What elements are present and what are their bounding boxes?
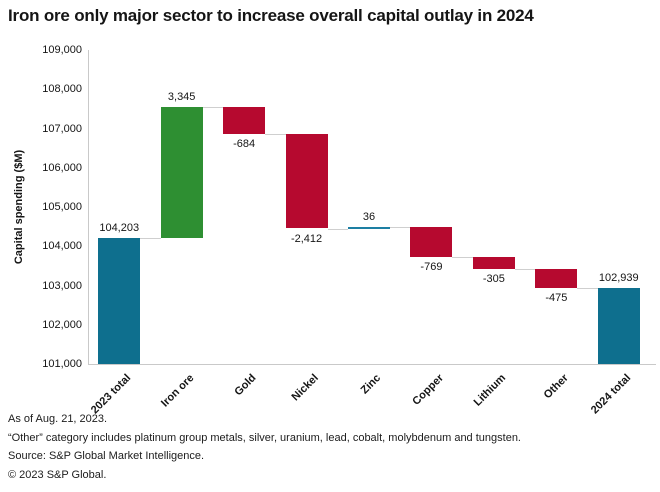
y-tick-label: 101,000 <box>42 358 82 370</box>
bar-value-label: -305 <box>482 273 505 286</box>
footnote-copyright: © 2023 S&P Global. <box>8 468 107 481</box>
waterfall-connector <box>514 269 536 271</box>
y-tick-label: 106,000 <box>42 161 82 174</box>
waterfall-connector <box>390 227 411 229</box>
y-tick-label: 108,000 <box>42 83 82 96</box>
x-tick-text: Copper <box>410 372 446 408</box>
footnotes: As of Aug. 21, 2023. “Other” category in… <box>8 410 656 484</box>
bar-value-label: -684 <box>233 137 256 150</box>
x-axis-line <box>88 364 656 365</box>
footnote-as-of: As of Aug. 21, 2023. <box>8 413 108 425</box>
chart-title: Iron ore only major sector to increase o… <box>8 6 534 25</box>
y-axis-line <box>88 50 89 364</box>
waterfall-connector <box>327 228 348 230</box>
waterfall-connector <box>452 257 473 259</box>
waterfall-connector <box>202 106 224 108</box>
x-tick-text: Zinc <box>359 372 384 397</box>
bar-lithium <box>472 257 515 270</box>
x-tick-text: Nickel <box>289 372 322 404</box>
waterfall-connector <box>140 238 161 240</box>
bar-gold <box>223 106 266 134</box>
bar-copper <box>410 227 453 258</box>
bar-nickel <box>285 133 328 229</box>
bar-value-label: 102,939 <box>598 271 639 284</box>
y-tick-label: 107,000 <box>42 122 82 135</box>
waterfall-connector <box>265 133 286 135</box>
x-tick-text: Lithium <box>471 372 509 409</box>
bar-other <box>535 269 578 288</box>
bar-2023-total <box>98 238 141 364</box>
y-tick-label: 104,000 <box>42 240 82 253</box>
x-tick-text: Gold <box>232 372 259 399</box>
plot-area: Capital spending ($M) 109,000 108,000 107,0… <box>13 44 656 416</box>
y-tick-label: 105,000 <box>42 201 82 213</box>
x-tick-text: Iron ore <box>158 372 197 410</box>
bar-value-label: -769 <box>420 261 443 274</box>
footnote-source: Source: S&P Global Market Intelligence. <box>8 450 205 462</box>
y-tick-label: 109,000 <box>42 44 82 56</box>
y-tick-label: 102,000 <box>42 318 82 331</box>
bar-value-label: 36 <box>362 211 376 224</box>
bar-value-label: 3,345 <box>167 90 196 103</box>
bar-value-label: -2,412 <box>290 232 323 245</box>
bar-value-label: -475 <box>545 291 568 304</box>
bar-zinc <box>348 227 390 230</box>
bar-2024-total <box>597 287 640 364</box>
bar-iron-ore <box>160 106 203 239</box>
y-tick-label: 103,000 <box>42 279 82 292</box>
x-tick-text: Other <box>541 372 571 402</box>
footnote-other-note: “Other” category includes platinum group… <box>8 431 521 444</box>
bar-value-label: 104,203 <box>99 222 140 235</box>
waterfall-connector <box>577 287 598 289</box>
